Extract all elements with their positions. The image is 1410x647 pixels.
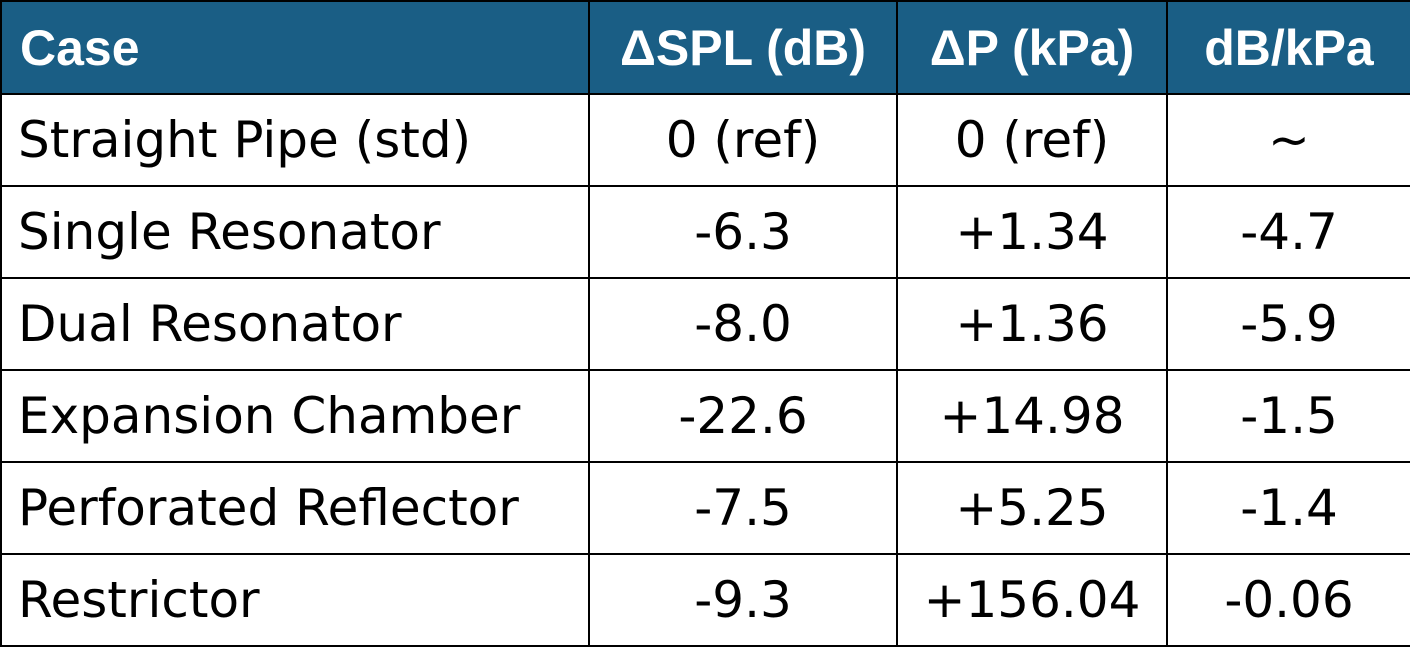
- table-row: Perforated Reflector -7.5 +5.25 -1.4: [0, 461, 1410, 555]
- cell-delta-spl: -9.3: [588, 553, 898, 647]
- cell-case: Straight Pipe (std): [0, 93, 590, 187]
- cell-case: Dual Resonator: [0, 277, 590, 371]
- cell-case: Perforated Reflector: [0, 461, 590, 555]
- cell-case: Expansion Chamber: [0, 369, 590, 463]
- table-body: Straight Pipe (std) 0 (ref) 0 (ref) ~ Si…: [0, 93, 1410, 647]
- cell-delta-p: +5.25: [896, 461, 1168, 555]
- table-row: Dual Resonator -8.0 +1.36 -5.9: [0, 277, 1410, 371]
- cell-db-per-kpa: ~: [1166, 93, 1410, 187]
- table-row: Single Resonator -6.3 +1.34 -4.7: [0, 185, 1410, 279]
- header-delta-spl: ΔSPL (dB): [588, 0, 898, 95]
- cell-case: Restrictor: [0, 553, 590, 647]
- cell-db-per-kpa: -5.9: [1166, 277, 1410, 371]
- cell-db-per-kpa: -4.7: [1166, 185, 1410, 279]
- cell-delta-spl: -8.0: [588, 277, 898, 371]
- cell-delta-p: +1.34: [896, 185, 1168, 279]
- cell-delta-p: +14.98: [896, 369, 1168, 463]
- header-delta-p: ΔP (kPa): [896, 0, 1168, 95]
- header-row: Case ΔSPL (dB) ΔP (kPa) dB/kPa: [0, 0, 1410, 95]
- table-row: Expansion Chamber -22.6 +14.98 -1.5: [0, 369, 1410, 463]
- table-row: Restrictor -9.3 +156.04 -0.06: [0, 553, 1410, 647]
- cell-db-per-kpa: -1.4: [1166, 461, 1410, 555]
- cell-db-per-kpa: -0.06: [1166, 553, 1410, 647]
- table-header: Case ΔSPL (dB) ΔP (kPa) dB/kPa: [0, 0, 1410, 95]
- cell-db-per-kpa: -1.5: [1166, 369, 1410, 463]
- cell-delta-spl: -7.5: [588, 461, 898, 555]
- cell-case: Single Resonator: [0, 185, 590, 279]
- cell-delta-p: 0 (ref): [896, 93, 1168, 187]
- header-case: Case: [0, 0, 590, 95]
- header-db-per-kpa: dB/kPa: [1166, 0, 1410, 95]
- cell-delta-spl: -6.3: [588, 185, 898, 279]
- cell-delta-p: +156.04: [896, 553, 1168, 647]
- cell-delta-spl: -22.6: [588, 369, 898, 463]
- cell-delta-spl: 0 (ref): [588, 93, 898, 187]
- table-row: Straight Pipe (std) 0 (ref) 0 (ref) ~: [0, 93, 1410, 187]
- cell-delta-p: +1.36: [896, 277, 1168, 371]
